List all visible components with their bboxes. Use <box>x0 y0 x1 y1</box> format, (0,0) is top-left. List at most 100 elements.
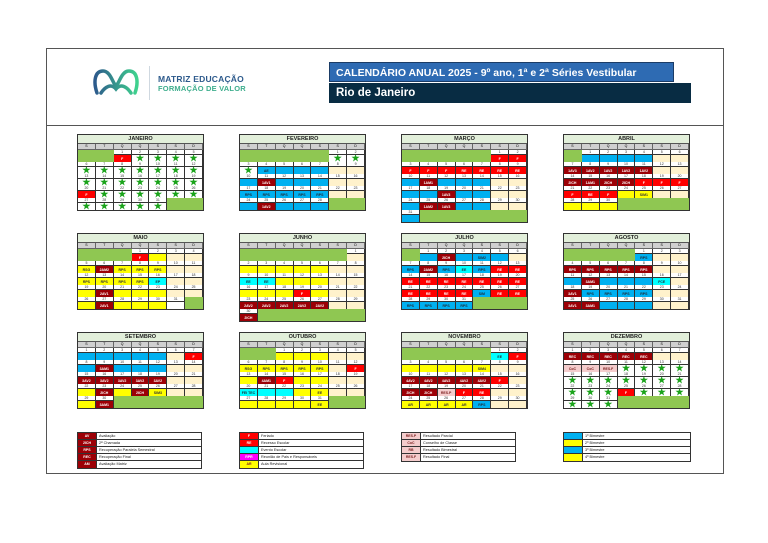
day-cell[interactable]: 7 RPS <box>402 261 420 273</box>
day-cell[interactable]: 24 AR <box>402 396 420 408</box>
day-cell[interactable]: 13 RE <box>509 261 527 273</box>
day-cell[interactable]: 26 <box>653 186 672 198</box>
day-cell[interactable]: 4 ★ <box>167 150 186 162</box>
day-cell[interactable]: 19 RPS <box>275 186 294 198</box>
day-cell[interactable]: 17 <box>402 186 420 198</box>
day-cell[interactable]: 10 EE <box>455 261 474 273</box>
day-cell[interactable]: 6 RPS <box>599 261 618 273</box>
day-cell[interactable]: 13 <box>455 174 474 186</box>
day-cell[interactable]: 26 <box>347 384 365 396</box>
day-cell[interactable]: 27 ★ <box>78 198 96 210</box>
day-cell[interactable]: 3 ★ <box>240 162 258 174</box>
day-cell[interactable]: 25 F <box>617 384 636 396</box>
day-cell[interactable]: 9 <box>347 162 365 174</box>
day-cell[interactable]: 25 1AV2 <box>257 198 276 210</box>
day-cell[interactable]: 18 <box>419 186 438 198</box>
day-cell[interactable]: 2 ★ <box>131 150 150 162</box>
day-cell[interactable]: 15 ★ <box>113 174 132 186</box>
day-cell[interactable]: 13 <box>671 162 689 174</box>
day-cell[interactable]: 6 ★ <box>78 162 96 174</box>
day-cell[interactable]: 29 <box>491 198 510 210</box>
day-cell[interactable]: 15 1AM1 <box>581 174 600 186</box>
day-cell[interactable]: 24 ★ <box>149 186 168 198</box>
day-cell[interactable]: 3 <box>257 261 276 273</box>
day-cell[interactable]: 28 <box>257 396 276 408</box>
day-cell[interactable]: 14 RPS <box>113 273 132 285</box>
day-cell[interactable]: 2 <box>293 348 312 360</box>
day-cell[interactable]: 18 RPS <box>257 186 276 198</box>
day-cell[interactable]: 5 <box>293 261 312 273</box>
day-cell[interactable]: 16 <box>509 174 527 186</box>
day-cell[interactable]: 19 RES.P <box>437 384 456 396</box>
day-cell[interactable]: 24 RE <box>455 285 474 297</box>
day-cell[interactable]: 28 ★ <box>671 384 689 396</box>
day-cell[interactable]: 20 F <box>671 174 689 186</box>
day-cell[interactable]: 2 <box>599 150 618 162</box>
day-cell[interactable]: 15 RE <box>419 273 438 285</box>
day-cell[interactable]: 22 ★ <box>564 384 582 396</box>
day-cell[interactable]: 29 ★ <box>113 198 132 210</box>
day-cell[interactable]: 12 RE <box>491 261 510 273</box>
day-cell[interactable]: 17 <box>167 273 186 285</box>
day-cell[interactable]: 5 <box>347 348 365 360</box>
day-cell[interactable]: 30 <box>653 297 672 309</box>
day-cell[interactable]: 10 <box>167 261 186 273</box>
day-cell[interactable]: 19 RE <box>491 273 510 285</box>
day-cell[interactable]: 15 RPS <box>131 273 150 285</box>
day-cell[interactable]: 17 RPS <box>240 186 258 198</box>
day-cell[interactable]: 28 <box>564 198 582 210</box>
day-cell[interactable]: 10 ★ <box>149 162 168 174</box>
day-cell[interactable]: 27 <box>240 396 258 408</box>
day-cell[interactable]: 13 RPS <box>95 273 114 285</box>
day-cell[interactable]: 16 3AV2 <box>95 372 114 384</box>
day-cell[interactable]: 18 ★ <box>167 174 186 186</box>
day-cell[interactable]: 22 RPS <box>635 285 654 297</box>
day-cell[interactable]: 16 2ICH <box>599 174 618 186</box>
day-cell[interactable]: 14 <box>473 174 492 186</box>
day-cell[interactable]: 25 <box>329 384 348 396</box>
day-cell[interactable]: 31 RPS <box>455 297 474 309</box>
day-cell[interactable]: 4 REC <box>617 348 636 360</box>
day-cell[interactable]: 26 AR <box>437 396 456 408</box>
day-cell[interactable]: 22 RE <box>581 186 600 198</box>
day-cell[interactable]: 26 ★ <box>635 384 654 396</box>
day-cell[interactable]: 24 <box>113 384 132 396</box>
day-cell[interactable]: 10 EE <box>257 273 276 285</box>
day-cell[interactable]: 8 <box>329 162 348 174</box>
day-cell[interactable]: 22 <box>491 186 510 198</box>
day-cell[interactable]: 28 <box>185 384 203 396</box>
day-cell[interactable]: 19 <box>347 372 365 384</box>
day-cell[interactable]: 18 3AV2 <box>131 372 150 384</box>
day-cell[interactable]: 17 3AV2 <box>113 372 132 384</box>
day-cell[interactable]: 24 <box>240 198 258 210</box>
day-cell[interactable]: 11 1AM1 <box>419 174 438 186</box>
day-cell[interactable]: 2 <box>149 249 168 261</box>
day-cell[interactable]: 30 <box>509 198 527 210</box>
day-cell[interactable]: 30 3AM1 <box>95 396 114 408</box>
day-cell[interactable]: 12 4AV2 <box>437 372 456 384</box>
day-cell[interactable]: 23 2AV2 <box>240 297 258 309</box>
day-cell[interactable]: 15 <box>329 174 348 186</box>
day-cell[interactable]: 15 F <box>275 372 294 384</box>
day-cell[interactable]: 29 <box>347 297 365 309</box>
day-cell[interactable]: 23 <box>653 285 672 297</box>
day-cell[interactable]: 17 2ICH <box>402 384 420 396</box>
day-cell[interactable]: 21 <box>329 285 348 297</box>
day-cell[interactable]: 10 1AV2 <box>617 162 636 174</box>
day-cell[interactable]: 26 3AM1 <box>581 297 600 309</box>
day-cell[interactable]: 23 <box>509 186 527 198</box>
day-cell[interactable]: 4 <box>329 348 348 360</box>
day-cell[interactable]: 28 RPS <box>473 396 492 408</box>
day-cell[interactable]: 3 <box>671 249 689 261</box>
day-cell[interactable]: 24 <box>402 198 420 210</box>
day-cell[interactable]: 19 <box>78 285 96 297</box>
day-cell[interactable]: 23 <box>509 384 527 396</box>
day-cell[interactable]: 27 2AV2 <box>311 297 330 309</box>
day-cell[interactable]: 1 EE <box>491 348 510 360</box>
day-cell[interactable]: 20 F <box>455 384 474 396</box>
day-cell[interactable]: 31 <box>402 210 420 222</box>
day-cell[interactable]: 26 <box>78 297 96 309</box>
day-cell[interactable]: 2 <box>653 249 672 261</box>
